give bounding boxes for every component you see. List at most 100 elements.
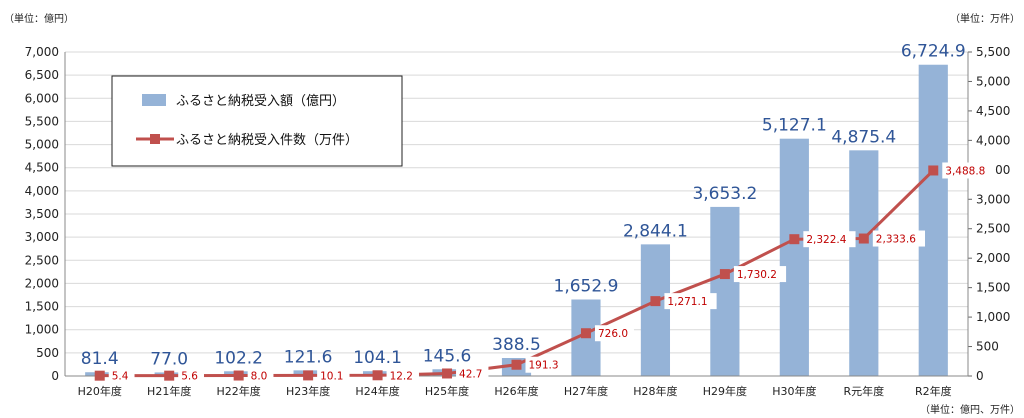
legend-line-label: ふるさと納税受入件数（万件） [176,133,358,148]
bar-value-label: 121.6 [284,347,333,367]
x-category-label: H29年度 [703,384,747,398]
x-category-label: H22年度 [217,384,261,398]
axes: 0 500 1,000 1,500 2,000 2,500 3,000 3,500 4,000 4… [4,12,1020,416]
right-tick-label: 2,000 [976,251,1010,265]
x-category-label: H20年度 [78,384,122,398]
line-point [442,368,453,379]
bar-series [85,64,948,376]
line-value-label: 12.2 [390,370,413,382]
line-value-label-bg [317,367,350,384]
bar-value-label: 5,127.1 [762,116,827,136]
x-category-label: H24年度 [355,384,399,398]
right-tick-label: 4,500 [976,104,1010,118]
line-value-label-bg [178,367,204,384]
x-category-label: H25年度 [425,384,469,398]
data-labels: 81.4 77.0 102.2 121.6 104.1 145.6 388.5 1,652.9… [81,42,995,384]
line-point [858,233,869,244]
line-point [511,359,522,370]
line-point [164,370,175,381]
bar-value-label: 104.1 [353,348,402,368]
line-value-label: 5.4 [112,371,129,383]
right-unit-label: （単位：万件） [950,12,1020,25]
right-tick-label: 4,000 [976,133,1010,147]
line-value-label: 2,322.4 [806,234,846,246]
left-tick-label: 0 [51,369,59,383]
left-tick-label: 4,500 [25,161,59,175]
line-value-label: 5.6 [181,371,198,383]
line-point [94,370,105,381]
bar-value-label: 2,844.1 [623,221,688,241]
bar [918,64,948,376]
legend-bar-swatch [142,94,166,106]
line-value-label-bg [803,231,856,248]
line-value-label: 8.0 [251,371,268,383]
line-value-label-bg [594,325,634,342]
left-unit-label: （単位：億円） [4,12,74,25]
line-value-label-bg [108,367,135,384]
bar-value-label: 81.4 [81,349,119,369]
left-tick-label: 1,000 [25,323,59,337]
bar [710,206,740,376]
line-point [580,328,591,339]
bar-value-label: 1,652.9 [554,276,619,296]
legend-box [111,75,403,167]
line-value-label: 191.3 [529,360,559,372]
right-tick-label: 0 [976,369,984,383]
legend: ふるさと納税受入額（億円） ふるさと納税受入件数（万件） [111,75,403,167]
left-tick-label: 6,000 [25,91,59,105]
bar-value-label: 3,653.2 [692,184,757,204]
line-point [650,296,661,307]
left-tick-label: 5,000 [25,138,59,152]
right-tick-label: 1,500 [976,281,1010,295]
bar-value-label: 102.2 [214,348,263,368]
left-tick-label: 500 [36,346,59,360]
x-category-label: R2年度 [915,384,952,398]
line-value-label-bg [247,367,274,384]
line-value-label: 726.0 [598,328,628,340]
bar-value-label: 77.0 [150,349,188,369]
line-value-label: 42.7 [459,368,482,380]
line-value-label-bg [733,266,787,283]
line-point [233,370,244,381]
line-point [789,234,800,245]
line-value-label: 2,333.6 [876,234,916,246]
right-tick-label: 500 [976,340,999,354]
legend-line-marker [150,134,160,144]
line-value-label: 1,730.2 [737,269,777,281]
line-point [719,269,730,280]
x-category-label: H21年度 [147,384,191,398]
x-category-label: H27年度 [564,384,608,398]
line-point [303,370,314,381]
right-tick-label: 5,000 [976,74,1010,88]
left-tick-label: 3,000 [25,230,59,244]
line-value-label-bg [872,230,926,247]
line-value-label-bg [525,356,565,373]
line-value-label-bg [456,365,489,382]
left-tick-label: 2,000 [25,276,59,290]
line-value-label-bg [942,162,995,179]
left-tick-label: 5,500 [25,114,59,128]
bar [779,138,809,376]
left-tick-label: 1,500 [25,300,59,314]
right-tick-label: 5,500 [976,45,1010,59]
line-value-label-bg [386,367,419,384]
line-value-label: 3,488.8 [945,165,985,177]
right-tick-label: 3,000 [976,192,1010,206]
bar [849,150,879,376]
line-value-label: 1,271.1 [667,296,707,308]
bar [640,244,671,376]
bar-value-label: 6,724.9 [901,42,966,62]
line-value-label: 10.1 [320,370,343,382]
right-tick-label: 1,000 [976,310,1010,324]
right-tick-label: 2,500 [976,222,1010,236]
x-category-label: H26年度 [494,384,538,398]
bottom-unit-label: （単位：億円、万件） [920,403,1020,416]
left-tick-label: 4,000 [25,184,59,198]
line-value-label-bg [664,293,717,310]
x-category-label: H28年度 [633,384,677,398]
legend-bar-label: ふるさと納税受入額（億円） [176,93,345,109]
bar-value-label: 4,875.4 [831,127,896,147]
x-category-label: R元年度 [843,384,884,398]
